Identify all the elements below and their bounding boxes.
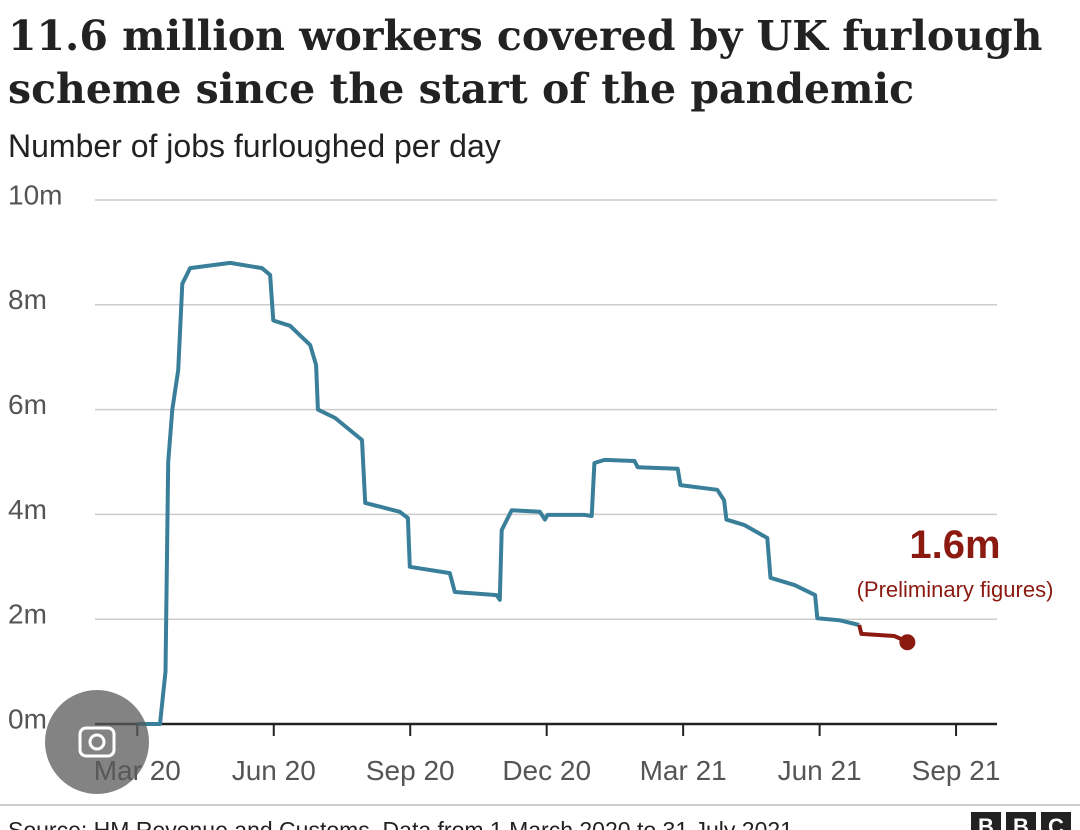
logo: B B C (971, 812, 1071, 830)
x-tick-label: Mar 21 (640, 755, 727, 786)
x-tick-label: Jun 20 (232, 755, 316, 786)
chart-subtitle: Number of jobs furloughed per day (8, 128, 501, 164)
lens-button (45, 690, 149, 794)
y-tick-label: 2m (8, 599, 47, 630)
annotation: (Preliminary figures) (857, 577, 1054, 602)
x-tick-label: Sep 20 (366, 755, 455, 786)
y-tick-label: 4m (8, 494, 47, 525)
lens-icon (88, 733, 106, 751)
logo-block (1041, 812, 1071, 830)
logo-letter: C (1048, 814, 1064, 830)
chart-title: 11.6 million workers covered by UK furlo… (8, 12, 1042, 60)
y-tick-label: 10m (8, 179, 62, 210)
logo-letter: B (1013, 814, 1029, 830)
x-tick-label: Sep 21 (912, 755, 1001, 786)
lens-icon (78, 726, 116, 758)
y-tick-label: 8m (8, 284, 47, 315)
source: Source: HM Revenue and Customs. Data fro… (8, 817, 793, 830)
chart-title: scheme since the start of the pandemic (8, 65, 914, 113)
logo-letter: B (978, 814, 994, 830)
x-tick-label: Jun 21 (778, 755, 862, 786)
logo-block (1006, 812, 1036, 830)
line (137, 260, 860, 726)
annotation: 1.6m (909, 523, 1000, 567)
logo-block (971, 812, 1001, 830)
end-marker (899, 634, 916, 651)
x-tick-label: Dec 20 (502, 755, 591, 786)
y-tick-label: 0m (8, 703, 47, 734)
y-tick-label: 6m (8, 389, 47, 420)
